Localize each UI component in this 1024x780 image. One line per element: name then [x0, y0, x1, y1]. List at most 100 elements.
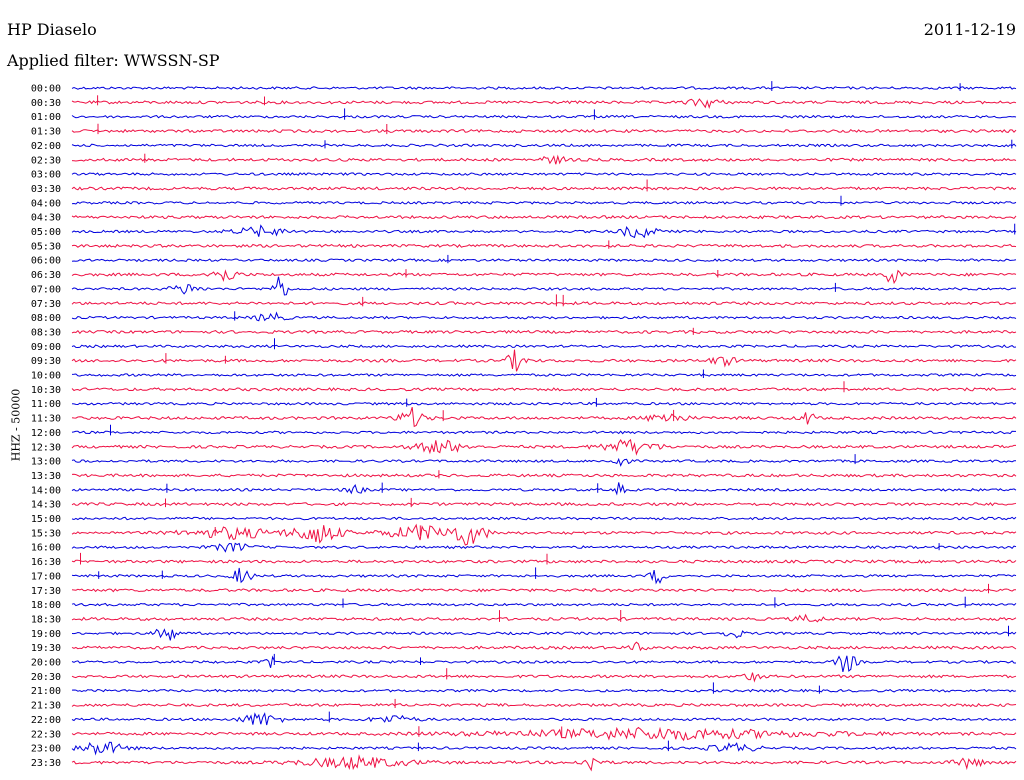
row-time-label: 00:00 — [31, 84, 61, 95]
row-time-label: 04:00 — [31, 198, 61, 209]
trace-0300 — [71, 172, 1017, 176]
applied-filter: Applied filter: WWSSN-SP — [7, 51, 220, 70]
row-time-label: 18:00 — [31, 600, 61, 611]
row-time-label: 17:00 — [31, 571, 61, 582]
row-time-label: 07:30 — [31, 299, 61, 310]
row-time-label: 05:30 — [31, 241, 61, 252]
row-time-label: 09:30 — [31, 356, 61, 367]
trace-1800 — [71, 602, 1017, 607]
trace-1330 — [71, 473, 1017, 478]
row-time-label: 14:30 — [31, 500, 61, 511]
row-time-label: 15:30 — [31, 528, 61, 539]
trace-1700 — [71, 567, 1017, 585]
trace-2100 — [71, 688, 1017, 693]
trace-0730 — [71, 301, 1017, 306]
trace-0230 — [71, 154, 1017, 165]
row-time-label: 03:00 — [31, 170, 61, 181]
trace-1530 — [71, 523, 1017, 546]
station-name: HP Diaselo — [7, 20, 97, 39]
trace-0530 — [71, 243, 1017, 248]
row-time-label: 19:30 — [31, 643, 61, 654]
trace-1830 — [71, 613, 1017, 623]
row-time-label: 20:00 — [31, 658, 61, 669]
record-date: 2011-12-19 — [923, 20, 1016, 39]
trace-2130 — [71, 702, 1017, 708]
trace-0930 — [71, 349, 1017, 372]
trace-2300 — [71, 741, 1017, 756]
trace-0600 — [71, 258, 1017, 263]
trace-2230 — [71, 726, 1017, 742]
row-time-label: 10:00 — [31, 371, 61, 382]
trace-0000 — [71, 86, 1017, 90]
row-time-label: 20:30 — [31, 672, 61, 683]
row-time-label: 08:30 — [31, 327, 61, 338]
row-time-label: 16:00 — [31, 543, 61, 554]
trace-1030 — [71, 387, 1017, 392]
trace-1000 — [71, 373, 1017, 377]
row-time-label: 10:30 — [31, 385, 61, 396]
row-time-label: 06:30 — [31, 270, 61, 281]
trace-0130 — [71, 128, 1017, 134]
trace-0430 — [71, 214, 1017, 220]
trace-0330 — [71, 186, 1017, 191]
row-time-label: 02:30 — [31, 155, 61, 166]
trace-1630 — [71, 559, 1017, 564]
row-time-label: 13:30 — [31, 471, 61, 482]
trace-0800 — [71, 311, 1017, 322]
trace-0630 — [71, 269, 1017, 285]
row-time-label: 19:00 — [31, 629, 61, 640]
trace-1930 — [71, 641, 1017, 652]
trace-1230 — [71, 438, 1016, 456]
trace-2330 — [71, 754, 1017, 772]
row-time-label: 21:00 — [31, 686, 61, 697]
row-time-label: 17:30 — [31, 586, 61, 597]
row-time-label: 07:00 — [31, 284, 61, 295]
trace-0200 — [71, 143, 1017, 148]
row-time-label: 01:00 — [31, 112, 61, 123]
row-time-label: 03:30 — [31, 184, 61, 195]
trace-0030 — [71, 98, 1017, 110]
trace-0830 — [71, 329, 1017, 335]
row-time-label: 12:30 — [31, 442, 61, 453]
row-time-label: 06:00 — [31, 256, 61, 267]
row-time-label: 05:00 — [31, 227, 61, 238]
row-time-label: 11:00 — [31, 399, 61, 410]
trace-1500 — [71, 516, 1017, 521]
row-time-label: 23:30 — [31, 758, 61, 769]
trace-2200 — [71, 712, 1017, 726]
row-time-label: 18:30 — [31, 614, 61, 625]
row-time-label: 13:00 — [31, 457, 61, 468]
trace-1100 — [71, 401, 1017, 406]
row-time-label: 09:00 — [31, 342, 61, 353]
trace-2000 — [71, 655, 1016, 673]
trace-1400 — [71, 482, 1017, 496]
trace-0900 — [71, 344, 1017, 349]
row-time-label: 16:30 — [31, 557, 61, 568]
row-time-label: 12:00 — [31, 428, 61, 439]
row-time-label: 02:00 — [31, 141, 61, 152]
trace-1900 — [71, 628, 1017, 641]
trace-0500 — [71, 224, 1017, 239]
trace-0400 — [71, 200, 1017, 205]
trace-0700 — [71, 276, 1016, 296]
row-time-label: 08:00 — [31, 313, 61, 324]
row-time-label: 22:00 — [31, 715, 61, 726]
trace-1200 — [71, 430, 1016, 435]
trace-1430 — [71, 502, 1017, 507]
trace-1730 — [71, 588, 1016, 593]
trace-1600 — [71, 542, 1017, 553]
trace-1130 — [71, 407, 1017, 428]
trace-0100 — [71, 114, 1017, 119]
row-time-label: 00:30 — [31, 98, 61, 109]
row-time-label: 22:30 — [31, 729, 61, 740]
row-time-label: 01:30 — [31, 127, 61, 138]
row-time-label: 15:00 — [31, 514, 61, 525]
row-time-label: 04:30 — [31, 213, 61, 224]
row-time-label: 21:30 — [31, 701, 61, 712]
row-time-label: 11:30 — [31, 414, 61, 425]
trace-2030 — [71, 672, 1017, 683]
row-time-label: 23:00 — [31, 744, 61, 755]
trace-1300 — [71, 457, 1016, 467]
row-time-label: 14:00 — [31, 485, 61, 496]
